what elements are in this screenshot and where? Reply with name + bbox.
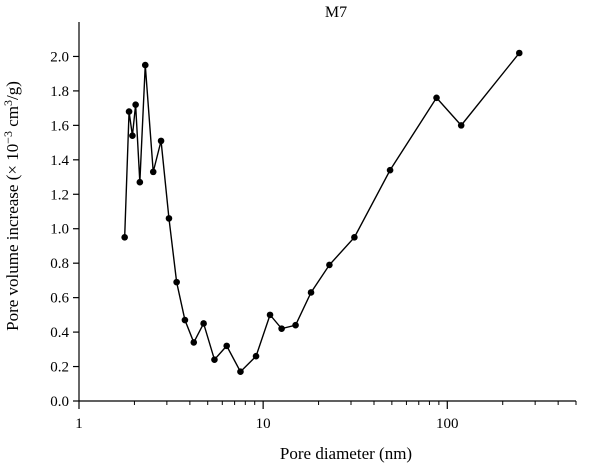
data-point (278, 325, 285, 332)
data-point (292, 321, 299, 329)
y-tick-label: 0.2 (50, 360, 69, 376)
data-point (457, 122, 465, 129)
y-tick-label: 1.0 (50, 222, 69, 238)
data-point (181, 316, 189, 324)
series (121, 49, 523, 376)
y-axis-title-mid: cm (3, 106, 22, 131)
y-tick-label: 1.4 (50, 153, 69, 169)
data-point (121, 234, 128, 241)
y-tick-label: 2.0 (50, 49, 69, 65)
data-point (129, 132, 136, 139)
data-point (132, 101, 139, 108)
x-tick-label: 1 (75, 416, 83, 432)
y-axis-title-exp1: −3 (1, 131, 15, 144)
data-point (307, 289, 315, 296)
data-point (141, 61, 149, 69)
data-point (515, 49, 523, 57)
axes (78, 22, 576, 402)
data-point (326, 261, 333, 269)
data-point (433, 94, 440, 102)
data-point (200, 320, 207, 327)
data-point (157, 137, 165, 145)
data-point (211, 356, 218, 363)
y-tick-label: 0.8 (50, 256, 69, 272)
data-point (351, 234, 358, 241)
y-axis-title: Pore volume increase (× 10−3 cm3/g) (1, 81, 22, 331)
data-point (149, 168, 157, 176)
y-tick-label: 1.2 (50, 187, 69, 203)
y-axis-title-suffix: /g) (3, 81, 22, 100)
data-point (386, 166, 394, 174)
data-point (223, 342, 231, 350)
y-ticks: 0.0 0.2 0.4 0.6 0.8 1.0 1.2 1.4 1.6 1.8 2.0 (50, 49, 79, 410)
y-tick-label: 0.0 (50, 394, 69, 410)
y-tick-label: 0.4 (50, 325, 69, 341)
x-axis-title: Pore diameter (nm) (280, 444, 412, 463)
data-point (173, 278, 180, 286)
x-tick-label: 100 (436, 416, 459, 432)
data-point (165, 215, 173, 222)
y-tick-label: 0.6 (50, 291, 69, 307)
data-point (237, 368, 244, 376)
y-axis-title-exp2: 3 (1, 100, 15, 106)
data-point (136, 178, 144, 186)
y-axis-title-prefix: Pore volume increase (× 10 (3, 144, 22, 331)
data-point (190, 339, 198, 346)
data-point (252, 352, 260, 360)
data-point (266, 311, 274, 319)
chart-title: M7 (325, 4, 347, 21)
x-tick-label: 10 (256, 416, 271, 432)
y-tick-label: 1.6 (50, 118, 69, 134)
series-line (123, 52, 520, 373)
x-ticks: 1 10 100 (75, 401, 577, 432)
data-point (125, 108, 133, 115)
y-tick-label: 1.8 (50, 84, 69, 100)
